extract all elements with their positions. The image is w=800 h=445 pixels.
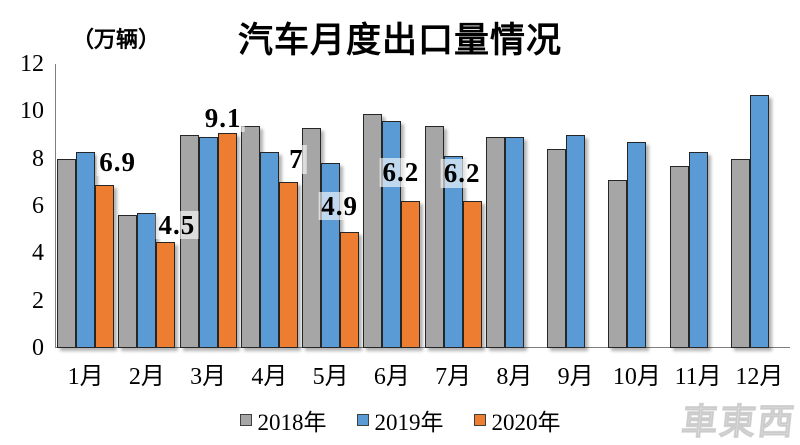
- data-label-2020-3月: 9.1: [201, 103, 245, 132]
- legend-item-2020年: 2020年: [473, 403, 561, 437]
- bar-2018年-7月: [424, 125, 444, 348]
- x-label-7月: 7月: [435, 364, 472, 390]
- y-tick-label: 4: [32, 240, 44, 267]
- x-label-11月: 11月: [674, 364, 722, 390]
- bar-2019年-7月: [443, 156, 463, 348]
- bar-2019年-3月: [198, 137, 218, 348]
- chart-title: 汽车月度出口量情况: [237, 21, 562, 60]
- bar-2019年-8月: [504, 137, 524, 348]
- bar-2018年-3月: [179, 135, 199, 348]
- bar-2018年-11月: [669, 165, 689, 348]
- y-tick-label: 8: [32, 145, 44, 172]
- bar-2019年-6月: [382, 120, 402, 348]
- legend-swatch-icon: [356, 414, 369, 426]
- x-label-5月: 5月: [312, 364, 349, 390]
- x-label-12月: 12月: [735, 364, 784, 390]
- bar-2018年-9月: [547, 149, 567, 348]
- x-label-9月: 9月: [557, 364, 594, 390]
- bar-2020年-2月: [156, 241, 176, 348]
- data-label-2020-2月: 4.5: [155, 210, 199, 239]
- bar-2018年-6月: [363, 113, 383, 348]
- x-label-10月: 10月: [612, 364, 661, 390]
- legend-label: 2018年: [257, 410, 327, 435]
- y-tick-label: 6: [32, 193, 44, 219]
- plot-area: [55, 64, 790, 348]
- bar-2018年-4月: [240, 125, 260, 348]
- legend-item-2018年: 2018年: [239, 403, 327, 437]
- y-tick-label: 2: [32, 287, 44, 314]
- legend-swatch-icon: [239, 414, 252, 426]
- legend-swatch-icon: [473, 414, 486, 426]
- legend-label: 2020年: [491, 410, 561, 435]
- bar-2020年-4月: [278, 182, 298, 348]
- bar-2018年-8月: [485, 137, 505, 348]
- data-label-2020-7月: 6.2: [440, 159, 484, 188]
- watermark-logo: 車東西: [679, 402, 798, 443]
- bar-2018年-5月: [302, 127, 322, 348]
- y-tick-label: 10: [20, 98, 44, 125]
- bar-2018年-1月: [57, 158, 77, 348]
- legend-label: 2019年: [374, 410, 444, 435]
- data-label-2020-6月: 6.2: [379, 158, 423, 187]
- x-label-6月: 6月: [373, 364, 410, 390]
- bar-2020年-6月: [401, 201, 421, 348]
- x-label-2月: 2月: [128, 364, 165, 390]
- bar-2020年-5月: [340, 232, 360, 348]
- bar-2020年-3月: [217, 132, 237, 348]
- legend-item-2019年: 2019年: [356, 403, 444, 437]
- y-axis-unit-label: （万辆）: [72, 27, 161, 52]
- bar-2018年-10月: [608, 179, 628, 348]
- bar-2019年-2月: [137, 213, 157, 348]
- bar-2018年-2月: [118, 215, 138, 348]
- legend: 2018年 2019年 2020年: [0, 403, 800, 437]
- bar-2018年-12月: [730, 158, 750, 348]
- bar-2020年-1月: [95, 184, 115, 348]
- data-label-2020-4月: 7: [286, 145, 307, 174]
- bar-2020年-7月: [462, 201, 482, 348]
- bar-2019年-4月: [259, 151, 279, 348]
- data-label-2020-5月: 4.9: [318, 192, 361, 220]
- x-label-1月: 1月: [67, 364, 104, 390]
- bar-2019年-1月: [76, 151, 96, 348]
- x-label-8月: 8月: [496, 364, 533, 390]
- bar-2019年-11月: [688, 151, 708, 348]
- bar-2019年-9月: [566, 135, 586, 348]
- y-tick-label: 12: [20, 51, 44, 77]
- bar-2019年-10月: [627, 142, 647, 348]
- x-label-4月: 4月: [251, 364, 288, 390]
- y-tick-label: 0: [32, 335, 44, 361]
- x-label-3月: 3月: [190, 364, 227, 390]
- data-label-2020-1月: 6.9: [96, 147, 139, 176]
- bar-2019年-12月: [749, 94, 769, 348]
